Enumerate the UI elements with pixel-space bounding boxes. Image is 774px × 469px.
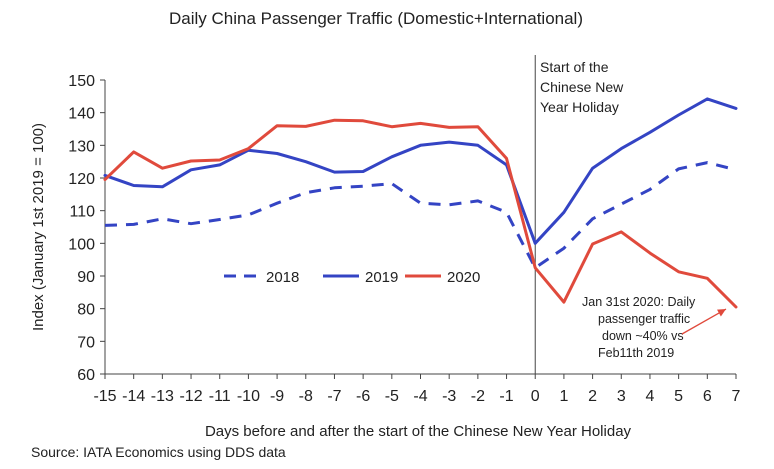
series-line-2019: [103, 97, 738, 245]
x-tick-label: -6: [356, 388, 370, 405]
x-tick-label: -12: [179, 388, 202, 405]
traffic-note-arrow: [681, 308, 727, 335]
y-tick-label: 130: [68, 138, 95, 155]
traffic-note-line: Jan 31st 2020: Daily: [582, 295, 696, 309]
x-tick-label: -11: [209, 388, 231, 405]
x-tick-label: -14: [122, 388, 145, 405]
chart-title: Daily China Passenger Traffic (Domestic+…: [169, 9, 583, 28]
x-tick-label: -2: [471, 388, 485, 405]
x-tick-label: -1: [499, 388, 513, 405]
traffic-note-line: Feb11th 2019: [598, 346, 674, 360]
x-tick-label: 4: [646, 388, 655, 405]
x-tick-label: -5: [385, 388, 399, 405]
y-tick-label: 70: [77, 334, 95, 351]
holiday-annotation-line: Year Holiday: [540, 99, 619, 115]
series-line-2018: [104, 161, 737, 270]
x-tick-label: -8: [299, 388, 313, 405]
x-tick-label: -7: [327, 388, 341, 405]
y-tick-label: 120: [68, 171, 95, 188]
legend-label-2018: 2018: [266, 269, 299, 286]
traffic-note-line: passenger traffic: [598, 312, 690, 326]
x-tick-label: 2: [588, 388, 597, 405]
legend-label-2019: 2019: [365, 269, 398, 286]
y-tick-label: 110: [69, 204, 95, 221]
x-tick-label: 5: [674, 388, 683, 405]
traffic-note-line: down ~40% vs: [602, 329, 684, 343]
x-tick-label: -13: [151, 388, 174, 405]
source-note: Source: IATA Economics using DDS data: [31, 444, 286, 460]
y-tick-label: 60: [77, 367, 95, 384]
y-tick-label: 100: [68, 236, 95, 253]
y-tick-label: 150: [68, 73, 95, 90]
x-tick-label: -10: [237, 388, 260, 405]
x-tick-label: 7: [732, 388, 741, 405]
y-tick-label: 80: [77, 302, 95, 319]
x-tick-label: 1: [559, 388, 568, 405]
x-axis-label: Days before and after the start of the C…: [205, 423, 632, 440]
x-tick-label: 0: [531, 388, 540, 405]
x-tick-label: -3: [442, 388, 456, 405]
y-tick-label: 140: [68, 106, 95, 123]
x-tick-label: 6: [703, 388, 712, 405]
holiday-annotation-line: Chinese New: [540, 79, 624, 95]
traffic-note-arrowhead: [717, 309, 726, 317]
x-tick-label: -4: [413, 388, 427, 405]
x-tick-label: 3: [617, 388, 626, 405]
series-line-2020: [103, 118, 738, 309]
y-tick-label: 90: [77, 269, 95, 286]
x-tick-label: -15: [93, 388, 116, 405]
y-axis-label: Index (January 1st 2019 = 100): [30, 123, 47, 331]
x-tick-label: -9: [270, 388, 284, 405]
holiday-annotation-line: Start of the: [540, 59, 609, 75]
legend-label-2020: 2020: [447, 269, 480, 286]
